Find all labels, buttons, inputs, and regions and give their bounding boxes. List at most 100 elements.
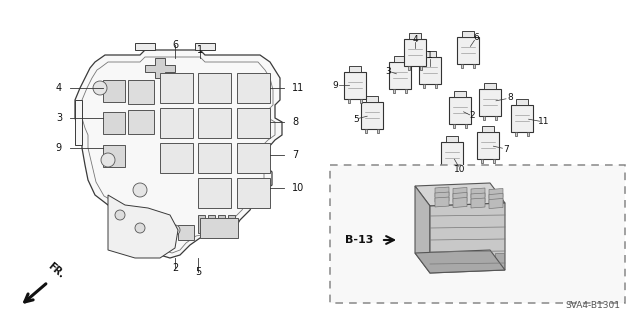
Bar	[424, 51, 436, 56]
Bar	[479, 88, 501, 115]
Bar	[128, 110, 154, 134]
Text: 8: 8	[507, 93, 513, 102]
Polygon shape	[453, 192, 467, 203]
Text: 1: 1	[197, 45, 203, 55]
Circle shape	[115, 210, 125, 220]
Bar	[404, 39, 426, 65]
Text: 10: 10	[454, 165, 466, 174]
Text: FR.: FR.	[46, 261, 66, 280]
Bar	[198, 215, 205, 233]
Text: 9: 9	[56, 143, 62, 153]
Bar	[237, 143, 270, 173]
Bar	[493, 159, 495, 163]
Bar	[200, 218, 238, 238]
Circle shape	[133, 183, 147, 197]
Polygon shape	[145, 58, 175, 78]
Polygon shape	[415, 250, 505, 273]
Bar	[208, 215, 215, 233]
Text: 3: 3	[385, 66, 391, 76]
Bar	[330, 165, 625, 303]
Bar	[361, 101, 383, 129]
Bar	[103, 112, 125, 134]
Text: 3: 3	[56, 113, 62, 123]
Bar	[454, 91, 466, 97]
Bar	[495, 115, 497, 120]
Bar	[461, 63, 463, 68]
Bar	[481, 159, 483, 163]
Text: 7: 7	[503, 145, 509, 153]
Polygon shape	[430, 203, 505, 273]
Bar	[198, 108, 231, 138]
Circle shape	[170, 225, 180, 235]
Text: 6: 6	[172, 40, 178, 50]
Bar	[511, 105, 533, 131]
Polygon shape	[435, 197, 449, 207]
Bar	[445, 168, 447, 173]
Bar	[128, 80, 154, 104]
Text: 5: 5	[353, 115, 359, 123]
Text: 10: 10	[292, 183, 304, 193]
Bar	[389, 62, 411, 88]
Polygon shape	[415, 186, 430, 273]
Bar	[103, 145, 125, 167]
Text: 8: 8	[292, 117, 298, 127]
Bar	[447, 253, 456, 268]
Text: 6: 6	[473, 33, 479, 42]
Bar	[160, 73, 193, 103]
Bar	[405, 88, 408, 93]
Bar	[420, 65, 422, 70]
Text: 11: 11	[292, 83, 304, 93]
Polygon shape	[75, 50, 282, 258]
Bar	[457, 168, 460, 173]
Bar	[349, 66, 361, 71]
Polygon shape	[453, 188, 467, 197]
Text: 5: 5	[195, 267, 201, 277]
Polygon shape	[489, 198, 503, 209]
Bar	[483, 253, 492, 268]
Bar	[477, 131, 499, 159]
Bar	[198, 178, 231, 208]
Text: 1: 1	[427, 51, 433, 61]
Polygon shape	[453, 197, 467, 207]
Polygon shape	[75, 100, 82, 145]
Polygon shape	[415, 183, 505, 206]
Bar	[457, 36, 479, 63]
Bar	[348, 99, 350, 103]
Bar	[435, 84, 438, 88]
Bar	[409, 33, 421, 39]
Bar	[365, 129, 367, 133]
Bar	[471, 253, 480, 268]
Polygon shape	[108, 195, 178, 258]
Bar	[377, 129, 380, 133]
Text: 4: 4	[56, 83, 62, 93]
Polygon shape	[489, 194, 503, 204]
Bar	[394, 56, 406, 62]
Bar	[465, 123, 467, 128]
Bar	[483, 115, 485, 120]
Bar	[198, 143, 231, 173]
Circle shape	[93, 81, 107, 95]
Bar	[462, 31, 474, 36]
Bar	[441, 142, 463, 168]
Bar	[103, 80, 125, 102]
Bar	[218, 215, 225, 233]
Bar	[515, 131, 517, 136]
Text: 2: 2	[469, 112, 475, 121]
Text: 2: 2	[172, 263, 178, 273]
Text: 9: 9	[332, 80, 338, 90]
Polygon shape	[489, 189, 503, 198]
Text: SVA4-B1301: SVA4-B1301	[565, 301, 620, 310]
Bar	[228, 215, 235, 233]
Polygon shape	[435, 187, 449, 197]
Text: 11: 11	[538, 117, 550, 127]
Polygon shape	[471, 198, 485, 208]
Bar	[422, 84, 425, 88]
Bar	[237, 73, 270, 103]
Bar	[516, 99, 528, 105]
Bar	[435, 253, 444, 268]
Text: 4: 4	[412, 35, 418, 44]
Bar	[473, 63, 476, 68]
Bar	[392, 88, 395, 93]
Polygon shape	[435, 192, 449, 202]
Bar	[419, 56, 441, 84]
